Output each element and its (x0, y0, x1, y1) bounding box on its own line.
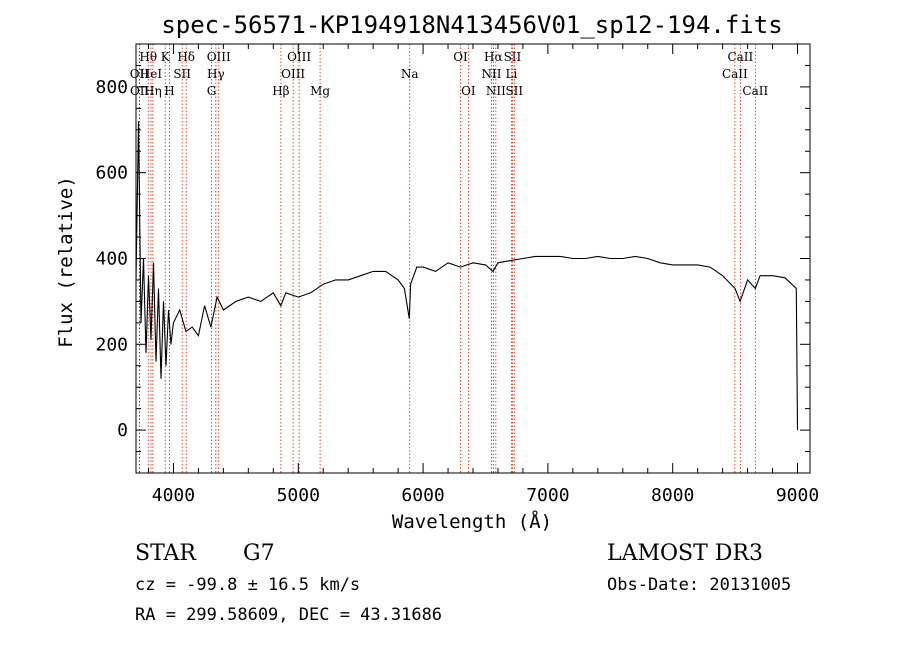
chart-title: spec-56571-KP194918N413456V01_sp12-194.f… (161, 11, 782, 39)
spectral-line-label: OIII (207, 50, 231, 64)
coordinates: RA = 299.58609, DEC = 43.31686 (135, 605, 442, 625)
plot-axes (135, 43, 811, 474)
spectral-line-label: OI (461, 84, 476, 98)
spectral-line-label: OIII (287, 50, 311, 64)
spectral-line-label: Li (506, 67, 518, 81)
x-tick-label: 7000 (526, 485, 569, 506)
y-tick-label: 400 (95, 249, 128, 270)
spectral-line-label: Hθ (139, 50, 157, 64)
spectral-line-label: Hβ (272, 84, 289, 98)
x-tick-label: 4000 (152, 485, 195, 506)
spectral-line-label: CaII (727, 50, 753, 64)
spectral-line-label: NII (481, 67, 501, 81)
spectral-line-label: OII (130, 84, 150, 98)
spectral-line-label: HeI (140, 67, 163, 81)
spectral-line-label: OII (130, 67, 150, 81)
spectral-line-label: SII (173, 67, 191, 81)
x-tick-label: 9000 (776, 485, 819, 506)
x-axis-label: Wavelength (Å) (392, 510, 552, 533)
spectral-line-label: G (207, 84, 217, 98)
spectral-line-label: CaII (742, 84, 768, 98)
spectral-line-label: K (161, 50, 171, 64)
object-class: STAR (135, 541, 197, 566)
x-tick-label: 5000 (277, 485, 320, 506)
spectral-line-label: Hη (144, 84, 162, 98)
spectral-line-label: SII (504, 50, 522, 64)
spectral-line-label: Mg (310, 84, 330, 98)
y-tick-label: 600 (95, 163, 128, 184)
spectral-line-label: SII (505, 84, 523, 98)
axis-ticks: 4000 5000 6000 7000 8000 9000 0 200 400 600 800 (95, 43, 819, 506)
spectrum-trace (135, 121, 799, 431)
spectral-line-label: H (164, 84, 174, 98)
object-subclass: G7 (243, 541, 275, 566)
spectrum-line (135, 121, 799, 431)
y-tick-label: 0 (117, 420, 128, 441)
spectral-line-label: Na (401, 67, 419, 81)
observation-date: Obs-Date: 20131005 (607, 575, 791, 595)
y-axis-label: Flux (relative) (55, 176, 77, 348)
y-tick-label: 200 (95, 334, 128, 355)
spectral-line-label: OI (453, 50, 468, 64)
spectral-line-label: Hδ (177, 50, 195, 64)
x-tick-label: 6000 (401, 485, 444, 506)
survey-name: LAMOST DR3 (607, 541, 763, 566)
spectral-line-label: OIII (281, 67, 305, 81)
spectral-line-label: NII (486, 84, 506, 98)
y-tick-label: 800 (95, 77, 128, 98)
spectral-line-label: CaII (722, 67, 748, 81)
spectral-line-label: Hα (484, 50, 503, 64)
spectral-line-label: Hγ (207, 67, 225, 81)
redshift-value: cz = -99.8 ± 16.5 km/s (135, 575, 360, 595)
plot-frame (135, 43, 811, 474)
x-tick-label: 8000 (651, 485, 694, 506)
